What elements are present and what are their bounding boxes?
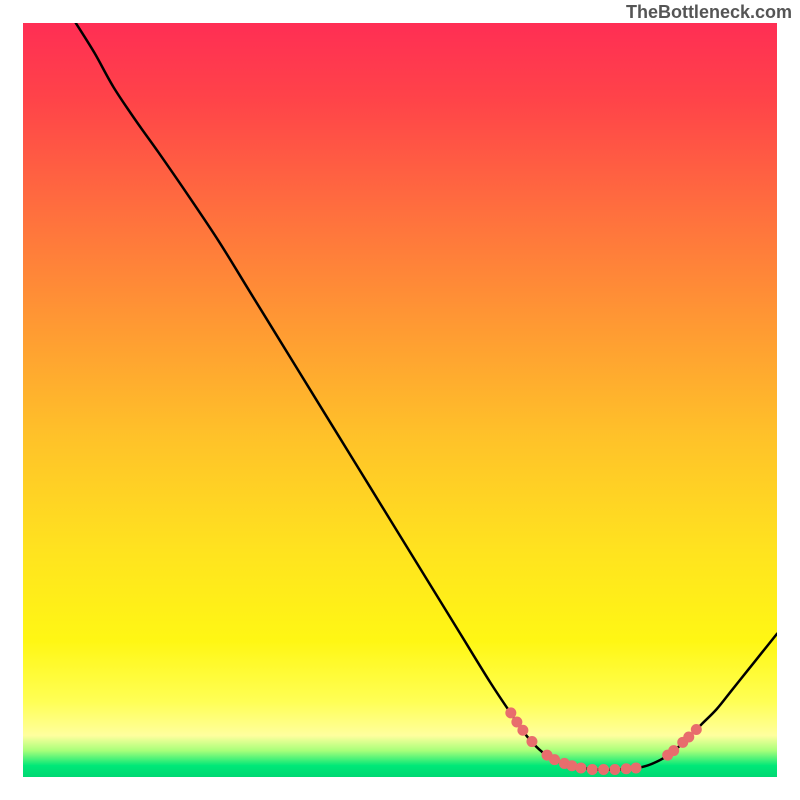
marker-point: [684, 732, 694, 742]
marker-point: [550, 755, 560, 765]
marker-point: [576, 763, 586, 773]
marker-point: [587, 764, 597, 774]
watermark-text: TheBottleneck.com: [626, 2, 792, 23]
highlighted-region-markers: [506, 708, 701, 775]
marker-point: [518, 725, 528, 735]
marker-point: [599, 764, 609, 774]
bottleneck-curve: [76, 23, 777, 770]
chart-plot-area: [23, 23, 777, 777]
marker-point: [567, 761, 577, 771]
marker-point: [621, 764, 631, 774]
marker-point: [669, 746, 679, 756]
marker-point: [691, 725, 701, 735]
marker-point: [631, 763, 641, 773]
marker-point: [506, 708, 516, 718]
marker-point: [527, 737, 537, 747]
chart-curve-layer: [23, 23, 777, 777]
marker-point: [610, 764, 620, 774]
